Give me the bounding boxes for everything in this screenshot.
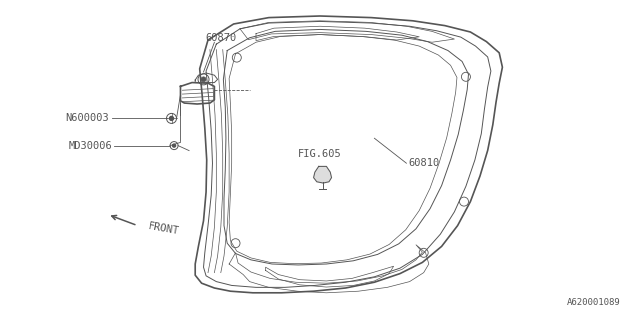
Text: FRONT: FRONT — [147, 221, 180, 236]
Circle shape — [173, 144, 175, 147]
Text: A620001089: A620001089 — [567, 298, 621, 307]
Text: FIG.605: FIG.605 — [298, 148, 342, 159]
Polygon shape — [314, 166, 332, 183]
Circle shape — [201, 77, 206, 82]
Text: N600003: N600003 — [65, 113, 109, 124]
Text: 60810: 60810 — [408, 158, 440, 168]
Text: 60870: 60870 — [205, 33, 236, 44]
Text: MD30006: MD30006 — [68, 140, 112, 151]
Circle shape — [170, 116, 173, 120]
